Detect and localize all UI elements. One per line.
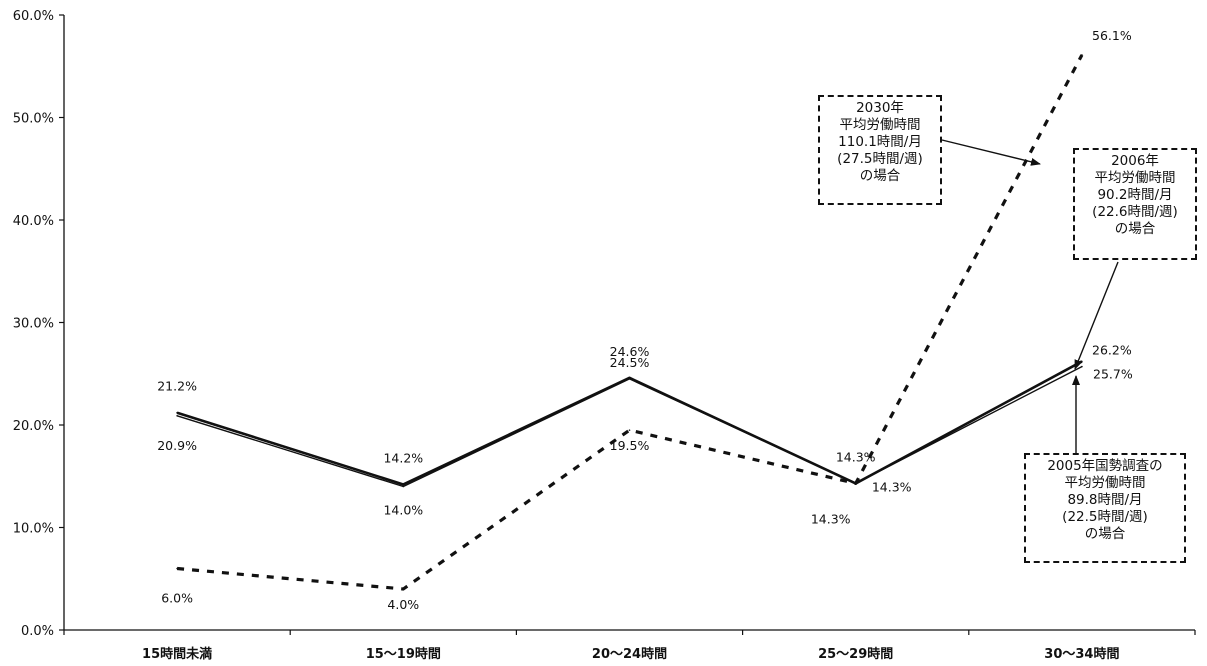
annotation-2005-line-4: (22.5時間/週) xyxy=(1062,509,1148,525)
data-label: 26.2% xyxy=(1092,342,1132,357)
annotation-arrows xyxy=(941,139,1119,453)
y-tick-label: 40.0% xyxy=(13,214,54,229)
x-category-label: 25～29時間 xyxy=(818,646,893,662)
y-tick-label: 20.0% xyxy=(13,419,54,434)
data-label: 25.7% xyxy=(1093,367,1133,382)
data-point xyxy=(854,482,857,485)
data-label: 20.9% xyxy=(157,438,197,453)
annotation-arrow-1 xyxy=(941,139,1041,166)
y-tick-label: 50.0% xyxy=(13,112,54,127)
annotation-arrow-2 xyxy=(1074,261,1119,370)
data-point xyxy=(402,483,405,486)
data-label: 14.3% xyxy=(836,449,876,464)
series-group xyxy=(176,54,1084,591)
y-tick-label: 10.0% xyxy=(13,522,54,537)
y-tick-label: 30.0% xyxy=(13,317,54,332)
series-line-1 xyxy=(176,360,1083,486)
y-tick-label: 60.0% xyxy=(13,9,54,24)
annotation-2030: 2030年 平均労働時間 110.1時間/月 (27.5時間/週) の場合 xyxy=(818,95,942,205)
annotation-2005-line-2: 平均労働時間 xyxy=(1064,475,1146,491)
data-label: 14.3% xyxy=(872,479,912,494)
annotation-2006-line-2: 平均労働時間 xyxy=(1094,170,1176,186)
data-label: 24.6% xyxy=(610,344,650,359)
annotation-2005-line-3: 89.8時間/月 xyxy=(1067,492,1143,508)
data-point xyxy=(176,414,178,417)
annotation-2006: 2006年 平均労働時間 90.2時間/月 (22.6時間/週) の場合 xyxy=(1073,148,1197,260)
annotation-2006-line-1: 2006年 xyxy=(1111,153,1159,169)
data-point xyxy=(1081,360,1083,363)
data-labels: 21.2% 14.2% 24.6% 14.3% 26.2% 20.9% 14.0% 24.5%… xyxy=(157,28,1133,612)
x-category-label: 15時間未満 xyxy=(142,646,212,662)
annotation-2005-line-1: 2005年国勢調査の xyxy=(1047,458,1163,474)
x-category-label: 15～19時間 xyxy=(366,646,441,662)
data-label: 56.1% xyxy=(1092,28,1132,43)
y-axis-ticks: 0.0% 10.0% 20.0% 30.0% 40.0% 50.0% 60.0% xyxy=(13,9,64,639)
annotation-2030-line-2: 平均労働時間 xyxy=(839,117,921,133)
y-tick-label: 0.0% xyxy=(21,624,54,639)
data-label: 14.0% xyxy=(383,503,423,518)
annotation-2030-line-1: 2030年 xyxy=(856,100,904,116)
annotation-2005-census: 2005年国勢調査の 平均労働時間 89.8時間/月 (22.5時間/週) の場… xyxy=(1024,453,1186,563)
annotation-2005-line-5: の場合 xyxy=(1084,526,1126,542)
annotation-2006-line-3: 90.2時間/月 xyxy=(1097,187,1173,203)
annotation-2006-line-4: (22.6時間/週) xyxy=(1092,204,1178,220)
data-point xyxy=(176,567,178,570)
data-point xyxy=(402,588,405,590)
data-point xyxy=(628,429,631,431)
series-line-2 xyxy=(176,365,1083,488)
data-label: 14.2% xyxy=(383,450,423,465)
data-point xyxy=(1081,365,1083,368)
data-label: 24.5% xyxy=(610,355,650,370)
series-line-3 xyxy=(176,54,1084,591)
annotation-2030-line-4: (27.5時間/週) xyxy=(837,151,923,167)
annotation-2030-line-3: 110.1時間/月 xyxy=(838,134,922,150)
data-point xyxy=(176,411,178,414)
x-category-label: 20～24時間 xyxy=(592,646,667,662)
data-label: 19.5% xyxy=(610,438,650,453)
data-point xyxy=(402,485,405,488)
x-axis-categories: 15時間未満 15～19時間 20～24時間 25～29時間 30～34時間 xyxy=(63,630,1196,662)
annotation-2006-line-5: の場合 xyxy=(1114,221,1156,237)
annotation-2030-line-5: の場合 xyxy=(859,168,901,184)
data-label: 4.0% xyxy=(387,597,419,612)
data-label: 14.3% xyxy=(811,511,851,526)
data-label: 21.2% xyxy=(157,379,197,394)
x-category-label: 30～34時間 xyxy=(1044,646,1119,662)
data-point xyxy=(628,378,631,380)
data-point xyxy=(1081,54,1083,56)
data-label: 6.0% xyxy=(161,591,193,606)
